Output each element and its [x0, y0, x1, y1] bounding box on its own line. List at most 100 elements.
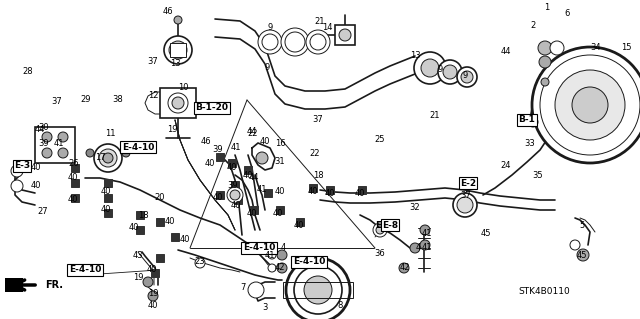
Text: 37: 37: [52, 98, 62, 107]
Circle shape: [248, 282, 264, 298]
Circle shape: [11, 180, 23, 192]
Circle shape: [304, 276, 332, 304]
Text: 40: 40: [31, 164, 41, 173]
Text: 4: 4: [415, 243, 420, 253]
Text: B-1: B-1: [518, 115, 536, 124]
Circle shape: [457, 67, 477, 87]
Text: E-2: E-2: [460, 179, 476, 188]
Bar: [71, 179, 79, 187]
Text: 38: 38: [113, 95, 124, 105]
Text: 4: 4: [280, 243, 285, 253]
Bar: [234, 196, 242, 204]
Circle shape: [11, 165, 23, 177]
Bar: [156, 218, 164, 226]
Circle shape: [294, 266, 342, 314]
Bar: [171, 233, 179, 241]
Bar: [264, 189, 272, 197]
Bar: [151, 269, 159, 277]
Circle shape: [339, 29, 351, 41]
Text: 42: 42: [400, 263, 410, 272]
Bar: [335, 25, 355, 45]
Text: E-4-10: E-4-10: [122, 143, 154, 152]
Text: 9: 9: [264, 63, 269, 72]
Circle shape: [538, 41, 552, 55]
Circle shape: [528, 117, 538, 127]
Circle shape: [277, 263, 287, 273]
Circle shape: [58, 132, 68, 142]
Text: 22: 22: [310, 149, 320, 158]
Text: FR.: FR.: [45, 280, 63, 290]
Circle shape: [143, 277, 153, 287]
Circle shape: [457, 197, 473, 213]
Circle shape: [310, 34, 326, 50]
Text: 3: 3: [262, 303, 268, 313]
Bar: [104, 179, 112, 187]
Text: 2: 2: [531, 20, 536, 29]
Text: 16: 16: [275, 138, 285, 147]
Text: 40: 40: [294, 220, 304, 229]
Text: 21: 21: [429, 110, 440, 120]
Circle shape: [286, 258, 350, 319]
Text: 40: 40: [68, 196, 78, 204]
Circle shape: [532, 47, 640, 163]
Circle shape: [169, 41, 187, 59]
Circle shape: [438, 60, 462, 84]
Circle shape: [306, 30, 330, 54]
Text: 29: 29: [81, 95, 92, 105]
Circle shape: [285, 32, 305, 52]
Text: 25: 25: [375, 136, 385, 145]
Bar: [358, 186, 366, 194]
Text: 40: 40: [100, 205, 111, 214]
Bar: [136, 226, 144, 234]
Circle shape: [174, 16, 182, 24]
Text: 8: 8: [337, 300, 342, 309]
Bar: [160, 88, 196, 118]
Circle shape: [164, 36, 192, 64]
Text: 18: 18: [138, 211, 148, 219]
Text: 46: 46: [201, 137, 211, 146]
Text: 40: 40: [324, 189, 335, 197]
Bar: [5, 278, 23, 292]
Bar: [216, 153, 224, 161]
Bar: [156, 254, 164, 262]
Text: 44: 44: [247, 127, 257, 136]
Text: 44: 44: [249, 173, 259, 182]
Circle shape: [99, 149, 117, 167]
Text: 14: 14: [322, 24, 332, 33]
Bar: [104, 194, 112, 202]
Circle shape: [94, 144, 122, 172]
Circle shape: [420, 240, 430, 250]
Text: 19: 19: [148, 288, 158, 298]
Text: 40: 40: [243, 170, 253, 180]
Text: 31: 31: [275, 158, 285, 167]
Circle shape: [373, 223, 387, 237]
Circle shape: [258, 30, 282, 54]
Text: 40: 40: [68, 174, 78, 182]
Bar: [35, 127, 75, 163]
Circle shape: [195, 258, 205, 268]
Bar: [216, 191, 224, 199]
Bar: [231, 181, 239, 189]
Bar: [244, 166, 252, 174]
Bar: [170, 43, 186, 57]
Circle shape: [42, 132, 52, 142]
Text: STK4B0110: STK4B0110: [518, 287, 570, 296]
Text: 41: 41: [54, 138, 64, 147]
Text: 37: 37: [461, 190, 472, 199]
Text: 20: 20: [155, 194, 165, 203]
Text: 1: 1: [545, 4, 550, 12]
Circle shape: [103, 153, 113, 163]
Circle shape: [281, 28, 309, 56]
Text: 19: 19: [167, 125, 177, 135]
Circle shape: [453, 193, 477, 217]
Text: 46: 46: [163, 8, 173, 17]
Text: 40: 40: [148, 301, 158, 310]
Text: 40: 40: [212, 194, 223, 203]
Text: 12: 12: [148, 91, 158, 100]
Text: 15: 15: [621, 42, 631, 51]
Text: B-1-20: B-1-20: [195, 103, 228, 113]
Text: 13: 13: [410, 50, 420, 60]
Circle shape: [555, 70, 625, 140]
Text: 41: 41: [422, 243, 432, 253]
Text: 6: 6: [564, 9, 570, 18]
